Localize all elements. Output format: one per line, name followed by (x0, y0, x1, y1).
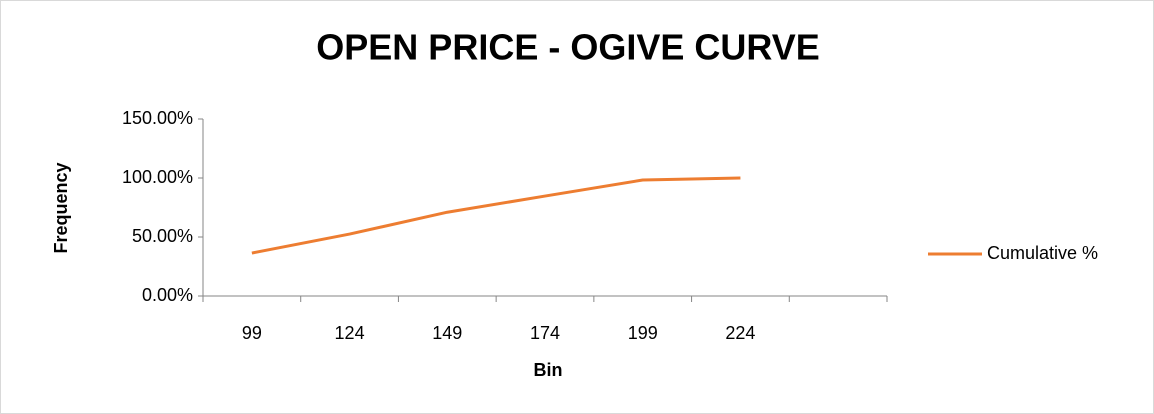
y-tick-label: 150.00% (122, 108, 193, 128)
chart-title: OPEN PRICE - OGIVE CURVE (316, 27, 819, 68)
y-tick-label: 0.00% (142, 285, 193, 305)
y-axis-label: Frequency (51, 162, 71, 253)
x-tick-label: 124 (335, 323, 365, 343)
x-axis-label: Bin (534, 360, 563, 380)
y-tick-label: 50.00% (132, 226, 193, 246)
x-tick-label: 99 (242, 323, 262, 343)
y-tick-label: 100.00% (122, 167, 193, 187)
legend-label: Cumulative % (987, 243, 1098, 263)
line-series (251, 176, 741, 255)
x-tick-label: 224 (725, 323, 755, 343)
x-tick-label: 174 (530, 323, 560, 343)
x-tick-label: 149 (432, 323, 462, 343)
x-tick-label: 199 (628, 323, 658, 343)
